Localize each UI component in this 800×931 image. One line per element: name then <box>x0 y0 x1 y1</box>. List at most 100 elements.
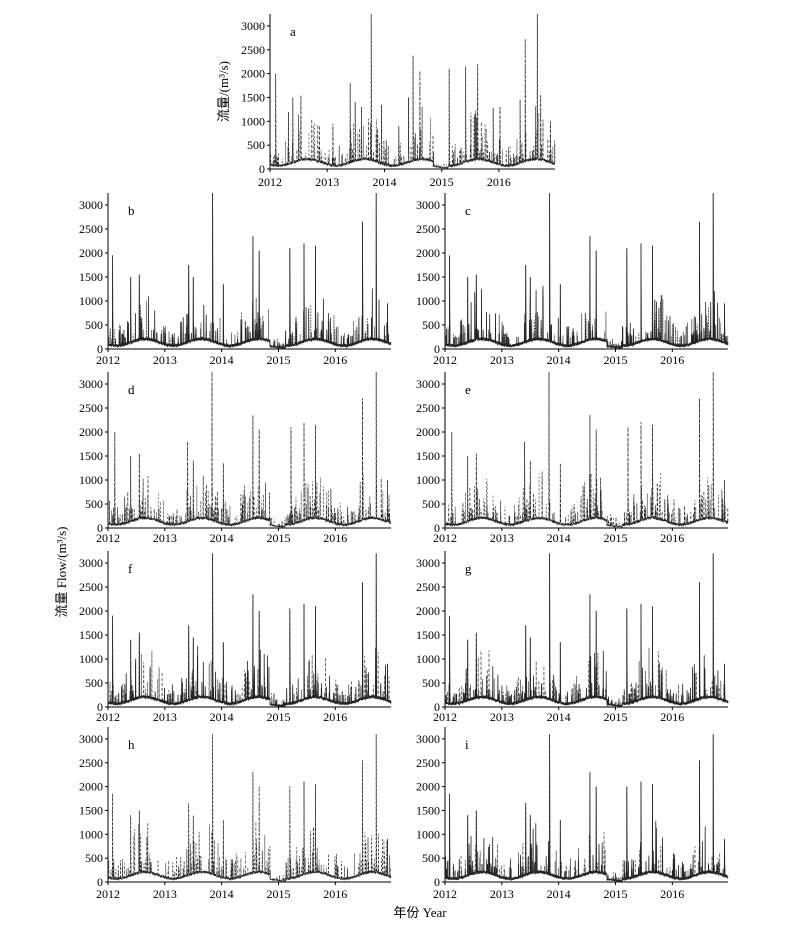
y-tick-label: 0 <box>434 875 440 889</box>
panel-letter: d <box>128 382 135 397</box>
x-tick-label: 2015 <box>603 353 627 367</box>
series-line-primary <box>444 192 729 350</box>
panel-letter: e <box>465 382 471 397</box>
y-tick-label: 1000 <box>79 473 103 487</box>
y-tick-label: 2500 <box>241 43 265 57</box>
y-tick-label: 2500 <box>79 756 103 770</box>
x-tick-label: 2012 <box>433 353 457 367</box>
common-y-axis-title: 流量 Flow/(m³/s) <box>54 527 69 618</box>
y-tick-label: 1000 <box>416 473 440 487</box>
x-tick-label: 2013 <box>490 353 514 367</box>
y-tick-label: 1000 <box>79 827 103 841</box>
series-line-secondary <box>444 371 729 529</box>
y-tick-label: 2000 <box>416 780 440 794</box>
x-tick-label: 2014 <box>547 710 571 724</box>
x-tick-label: 2016 <box>660 887 684 901</box>
y-tick-label: 0 <box>434 700 440 714</box>
x-tick-label: 2014 <box>547 887 571 901</box>
series-line-primary <box>107 553 392 708</box>
y-tick-label: 2000 <box>416 246 440 260</box>
y-tick-label: 0 <box>434 521 440 535</box>
y-tick-label: 3000 <box>79 732 103 746</box>
series-line-primary <box>444 734 729 883</box>
x-tick-label: 2015 <box>266 710 290 724</box>
series-line-primary <box>107 192 392 350</box>
y-tick-label: 3000 <box>416 198 440 212</box>
y-tick-label: 2000 <box>416 425 440 439</box>
panel-h: 0 500 1000 1500 2000 2500 3000 2012 2013 2014 2015… <box>79 727 392 901</box>
y-tick-label: 1500 <box>241 90 265 104</box>
x-tick-label: 2016 <box>660 353 684 367</box>
x-tick-label: 2015 <box>266 887 290 901</box>
panel-a: 0 500 1000 1500 2000 2500 3000 2012 2013 2014 2015… <box>216 13 556 189</box>
x-tick-label: 2015 <box>603 710 627 724</box>
x-tick-label: 2014 <box>210 887 234 901</box>
x-tick-label: 2012 <box>96 887 120 901</box>
series-line-primary <box>107 734 392 882</box>
y-tick-label: 500 <box>85 676 103 690</box>
panel-y-axis-title: 流量/(m³/s) <box>216 61 231 122</box>
x-tick-label: 2016 <box>323 531 347 545</box>
x-tick-label: 2013 <box>315 175 339 189</box>
y-tick-label: 2500 <box>416 401 440 415</box>
x-tick-label: 2016 <box>323 710 347 724</box>
x-tick-label: 2016 <box>487 175 511 189</box>
y-tick-label: 1000 <box>79 294 103 308</box>
panel-g: 0 500 1000 1500 2000 2500 3000 2012 2013 2014 2015… <box>416 551 729 724</box>
panel-letter: a <box>290 24 296 39</box>
panel-letter: f <box>128 561 133 576</box>
y-tick-label: 500 <box>422 497 440 511</box>
y-tick-label: 0 <box>97 875 103 889</box>
x-tick-label: 2013 <box>153 710 177 724</box>
y-tick-label: 0 <box>97 700 103 714</box>
x-tick-label: 2012 <box>433 710 457 724</box>
x-tick-label: 2012 <box>258 175 282 189</box>
y-tick-label: 2000 <box>79 425 103 439</box>
y-tick-label: 2000 <box>241 67 265 81</box>
panel-c: 0 500 1000 1500 2000 2500 3000 2012 2013 2014 2015… <box>416 192 729 367</box>
x-tick-label: 2015 <box>266 353 290 367</box>
y-tick-label: 1500 <box>416 270 440 284</box>
y-tick-label: 1500 <box>79 449 103 463</box>
y-tick-label: 3000 <box>241 19 265 33</box>
x-tick-label: 2012 <box>96 710 120 724</box>
x-tick-label: 2012 <box>96 531 120 545</box>
y-tick-label: 500 <box>422 318 440 332</box>
y-tick-label: 500 <box>85 497 103 511</box>
y-tick-label: 3000 <box>416 732 440 746</box>
y-tick-label: 1500 <box>79 803 103 817</box>
panel-letter: b <box>128 203 135 218</box>
common-x-axis-title: 年份 Year <box>393 905 447 920</box>
y-tick-label: 3000 <box>79 556 103 570</box>
panel-letter: i <box>465 737 469 752</box>
y-tick-label: 2500 <box>79 222 103 236</box>
y-tick-label: 2000 <box>79 246 103 260</box>
panels-group: 0 500 1000 1500 2000 2500 3000 2012 2013 2014 2015… <box>79 13 729 901</box>
y-tick-label: 2500 <box>79 580 103 594</box>
x-tick-label: 2015 <box>430 175 454 189</box>
y-tick-label: 3000 <box>79 198 103 212</box>
panel-b: 0 500 1000 1500 2000 2500 3000 2012 2013 2014 2015… <box>79 192 392 367</box>
x-tick-label: 2016 <box>660 710 684 724</box>
y-tick-label: 2500 <box>416 756 440 770</box>
y-tick-label: 1000 <box>241 114 265 128</box>
x-tick-label: 2014 <box>547 353 571 367</box>
y-tick-label: 0 <box>97 342 103 356</box>
series-line-secondary <box>269 13 556 169</box>
x-tick-label: 2015 <box>603 531 627 545</box>
x-tick-label: 2016 <box>323 887 347 901</box>
y-tick-label: 1500 <box>79 628 103 642</box>
panel-i: 0 500 1000 1500 2000 2500 3000 2012 2013 2014 2015… <box>416 727 729 901</box>
y-tick-label: 1500 <box>416 628 440 642</box>
x-tick-label: 2012 <box>433 531 457 545</box>
y-tick-label: 1000 <box>79 652 103 666</box>
y-tick-label: 1500 <box>416 449 440 463</box>
series-line-primary <box>444 553 729 708</box>
panel-d: 0 500 1000 1500 2000 2500 3000 2012 2013 2014 2015… <box>79 371 392 545</box>
y-tick-label: 2000 <box>416 604 440 618</box>
y-tick-label: 1500 <box>416 803 440 817</box>
series-line-secondary <box>107 192 392 350</box>
x-tick-label: 2015 <box>266 531 290 545</box>
y-tick-label: 0 <box>97 521 103 535</box>
